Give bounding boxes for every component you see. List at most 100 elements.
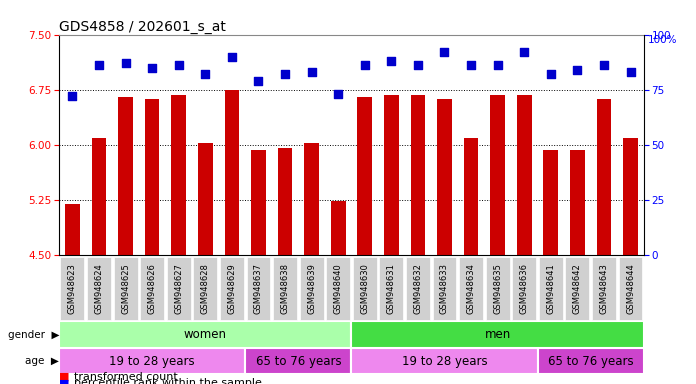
Point xyxy=(519,49,530,55)
Point xyxy=(120,60,131,66)
Text: 19 to 28 years: 19 to 28 years xyxy=(402,355,487,367)
Text: GSM948634: GSM948634 xyxy=(466,263,475,314)
Text: transformed count: transformed count xyxy=(74,372,178,382)
Text: 65 to 76 years: 65 to 76 years xyxy=(255,355,341,367)
Text: GSM948631: GSM948631 xyxy=(387,263,396,314)
Text: GSM948641: GSM948641 xyxy=(546,263,555,314)
Text: GSM948623: GSM948623 xyxy=(68,263,77,314)
Point xyxy=(147,65,158,71)
Bar xyxy=(225,90,239,255)
Text: GSM948628: GSM948628 xyxy=(201,263,209,314)
Point xyxy=(333,91,344,97)
Bar xyxy=(251,150,266,255)
Text: GSM948629: GSM948629 xyxy=(228,263,237,314)
Text: GSM948624: GSM948624 xyxy=(95,263,104,314)
Text: GDS4858 / 202601_s_at: GDS4858 / 202601_s_at xyxy=(59,20,226,33)
Point xyxy=(439,49,450,55)
Point xyxy=(492,62,503,68)
Point xyxy=(200,71,211,77)
Text: GSM948625: GSM948625 xyxy=(121,263,130,314)
FancyBboxPatch shape xyxy=(565,257,590,320)
FancyBboxPatch shape xyxy=(432,257,457,320)
Text: GSM948633: GSM948633 xyxy=(440,263,449,314)
Text: GSM948638: GSM948638 xyxy=(280,263,290,314)
Bar xyxy=(537,348,644,374)
Bar xyxy=(118,97,133,255)
Text: GSM948639: GSM948639 xyxy=(307,263,316,314)
Point xyxy=(67,93,78,99)
Bar xyxy=(596,99,611,255)
Point xyxy=(253,78,264,84)
Text: percentile rank within the sample: percentile rank within the sample xyxy=(74,378,262,384)
Point xyxy=(306,69,317,75)
Bar xyxy=(623,137,638,255)
Bar xyxy=(570,150,585,255)
FancyBboxPatch shape xyxy=(61,257,84,320)
FancyBboxPatch shape xyxy=(379,257,403,320)
Text: GSM948635: GSM948635 xyxy=(493,263,502,314)
Bar xyxy=(145,99,159,255)
Text: GSM948630: GSM948630 xyxy=(361,263,370,314)
Bar xyxy=(278,148,292,255)
FancyBboxPatch shape xyxy=(300,257,324,320)
Point xyxy=(466,62,477,68)
Text: GSM948643: GSM948643 xyxy=(599,263,608,314)
Bar xyxy=(464,137,478,255)
Bar xyxy=(384,95,399,255)
Text: men: men xyxy=(484,328,511,341)
Text: age  ▶: age ▶ xyxy=(25,356,59,366)
Text: 19 to 28 years: 19 to 28 years xyxy=(109,355,195,367)
FancyBboxPatch shape xyxy=(87,257,111,320)
Text: 65 to 76 years: 65 to 76 years xyxy=(548,355,633,367)
FancyBboxPatch shape xyxy=(167,257,191,320)
FancyBboxPatch shape xyxy=(246,257,271,320)
FancyBboxPatch shape xyxy=(220,257,244,320)
Point xyxy=(599,62,610,68)
Point xyxy=(412,62,423,68)
Point xyxy=(386,58,397,64)
FancyBboxPatch shape xyxy=(459,257,483,320)
FancyBboxPatch shape xyxy=(140,257,164,320)
Bar xyxy=(517,95,532,255)
Point xyxy=(280,71,291,77)
Bar xyxy=(245,348,351,374)
FancyBboxPatch shape xyxy=(512,257,536,320)
Point xyxy=(226,53,237,60)
Point xyxy=(359,62,370,68)
Text: GSM948627: GSM948627 xyxy=(174,263,183,314)
FancyBboxPatch shape xyxy=(353,257,377,320)
Bar xyxy=(198,143,213,255)
Bar xyxy=(65,204,80,255)
Point xyxy=(545,71,556,77)
FancyBboxPatch shape xyxy=(193,257,217,320)
FancyBboxPatch shape xyxy=(592,257,616,320)
FancyBboxPatch shape xyxy=(326,257,350,320)
Bar xyxy=(171,95,186,255)
Bar xyxy=(304,143,319,255)
Text: ■: ■ xyxy=(59,372,70,382)
Text: GSM948632: GSM948632 xyxy=(413,263,422,314)
Text: women: women xyxy=(184,328,227,341)
Point xyxy=(625,69,636,75)
FancyBboxPatch shape xyxy=(486,257,509,320)
Bar xyxy=(358,97,372,255)
Bar xyxy=(351,348,537,374)
Text: gender  ▶: gender ▶ xyxy=(8,330,59,340)
Bar xyxy=(411,95,425,255)
Text: 100%: 100% xyxy=(648,35,677,45)
Bar xyxy=(59,321,351,348)
FancyBboxPatch shape xyxy=(539,257,563,320)
Bar xyxy=(437,99,452,255)
FancyBboxPatch shape xyxy=(619,257,642,320)
FancyBboxPatch shape xyxy=(406,257,430,320)
FancyBboxPatch shape xyxy=(273,257,297,320)
Text: GSM948636: GSM948636 xyxy=(520,263,529,314)
Text: ■: ■ xyxy=(59,378,70,384)
Text: GSM948640: GSM948640 xyxy=(333,263,342,314)
FancyBboxPatch shape xyxy=(113,257,138,320)
Bar xyxy=(544,150,558,255)
Text: GSM948637: GSM948637 xyxy=(254,263,263,314)
Point xyxy=(572,67,583,73)
Point xyxy=(173,62,184,68)
Bar xyxy=(351,321,644,348)
